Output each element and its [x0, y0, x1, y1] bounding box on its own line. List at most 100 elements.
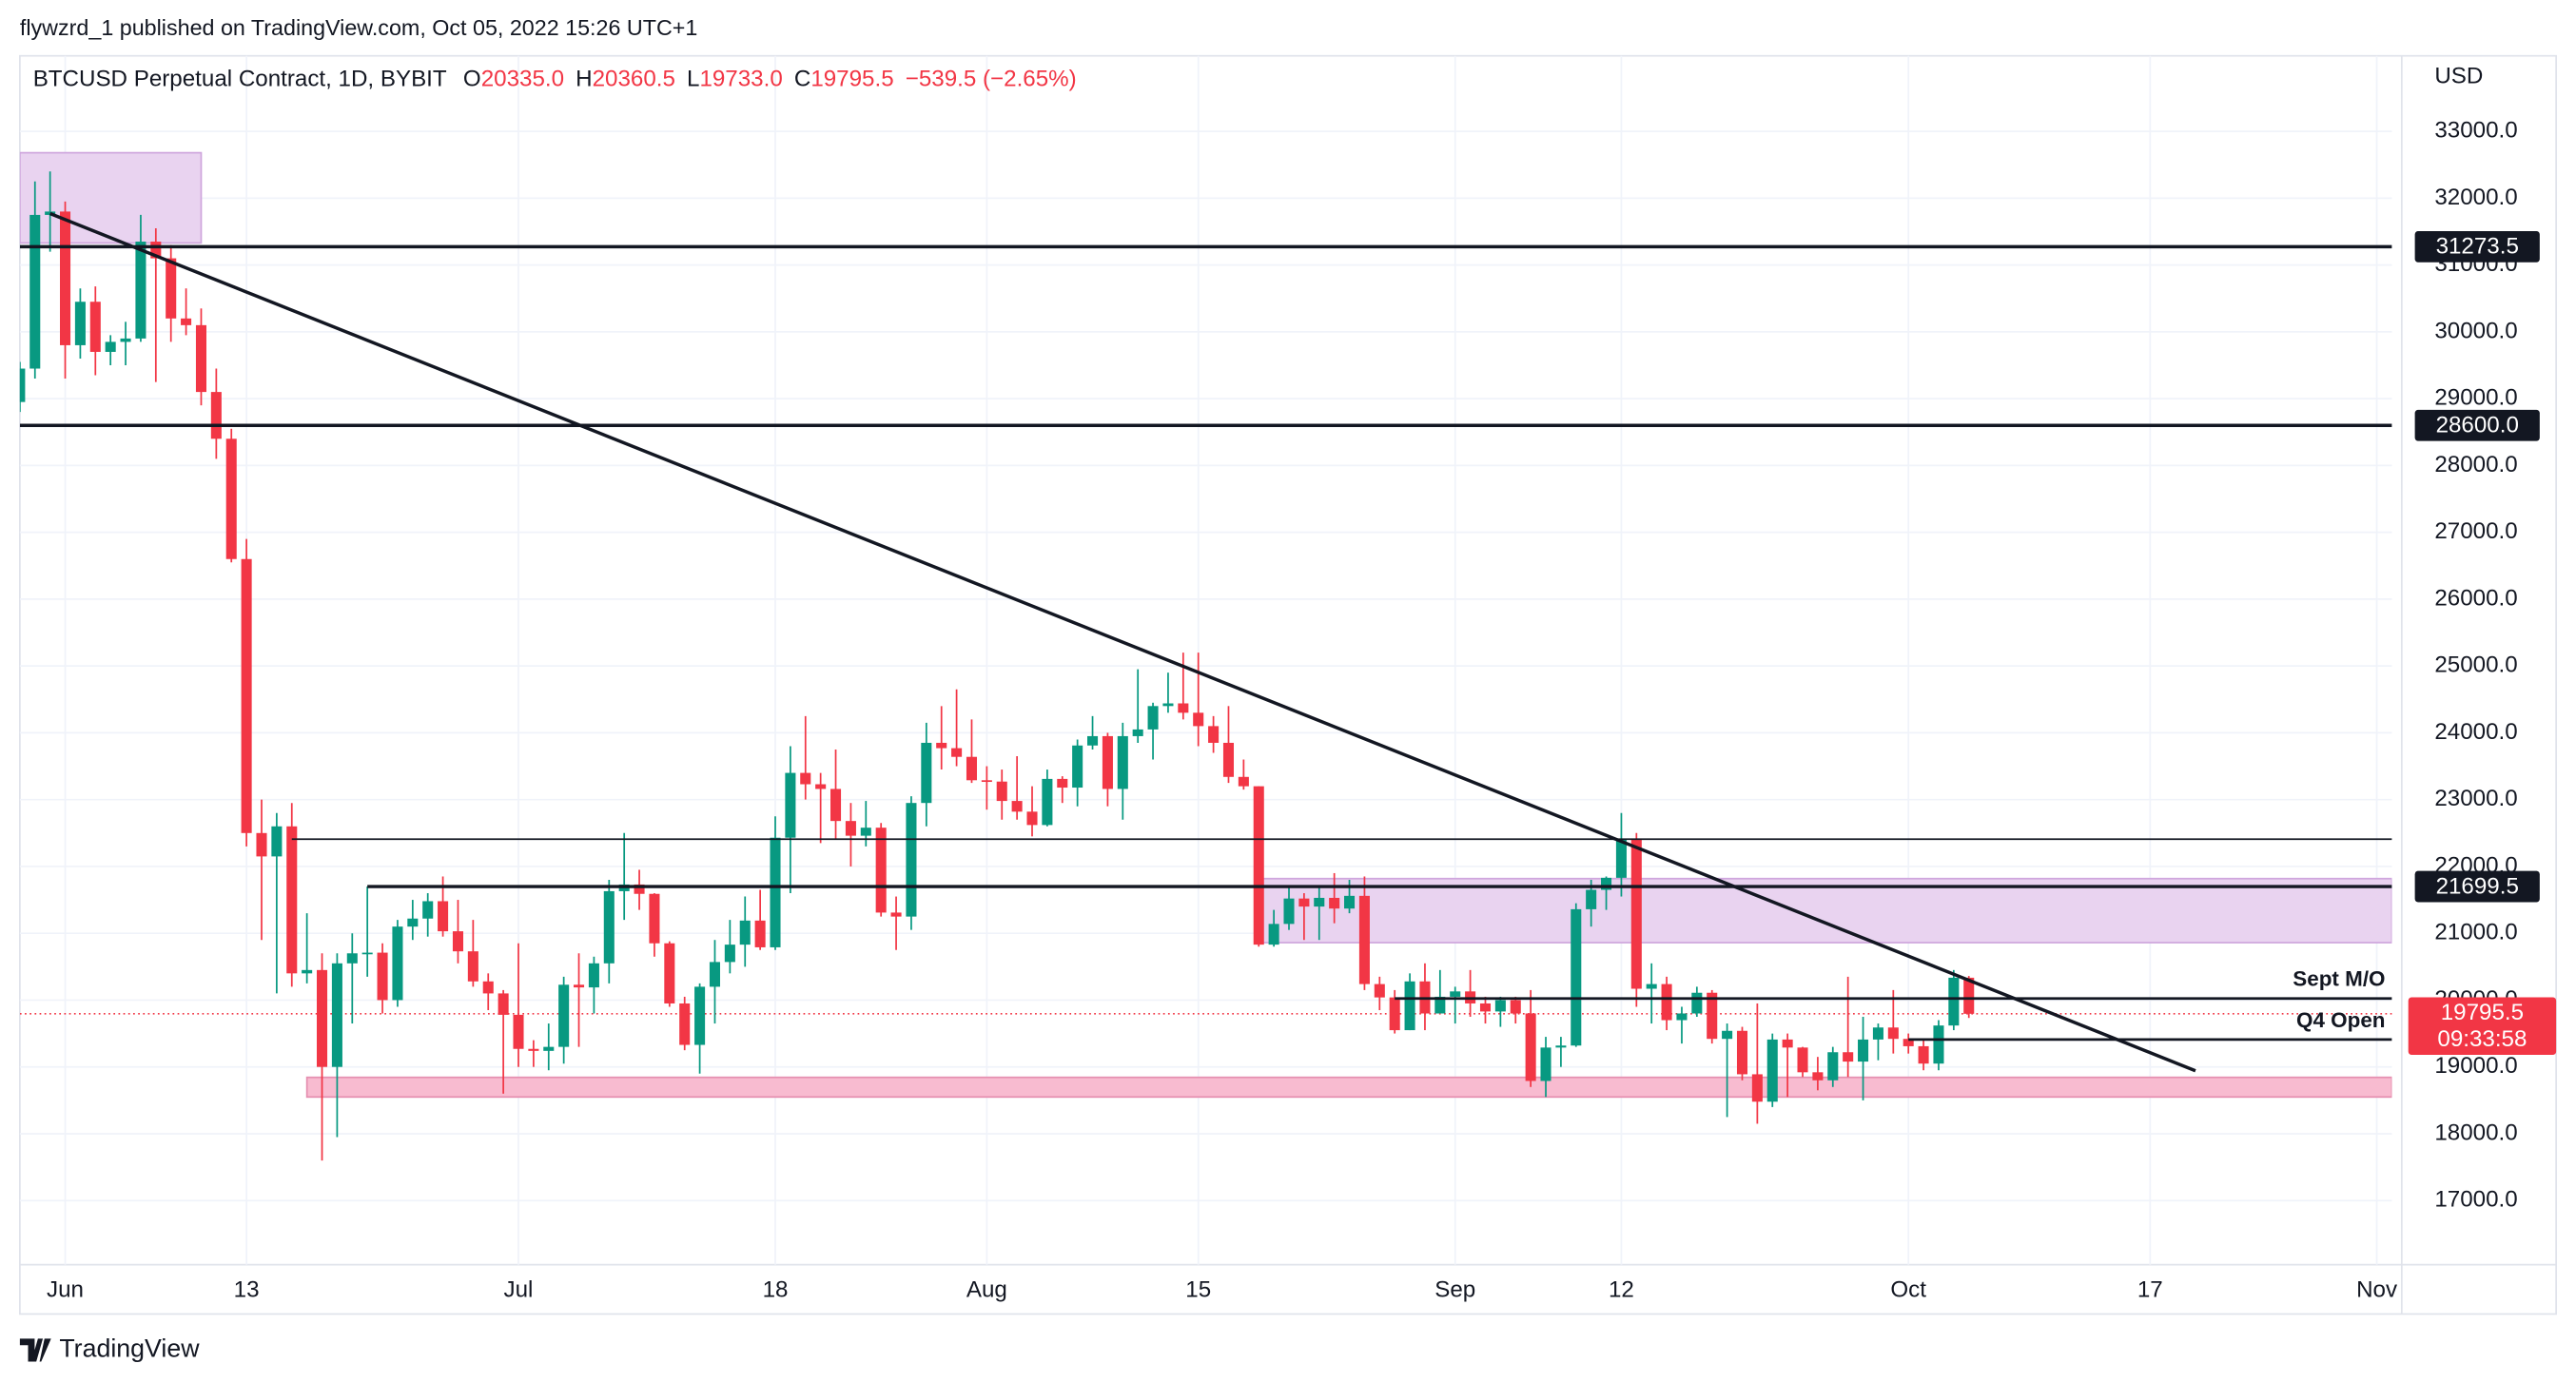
candle-body — [1872, 1027, 1883, 1040]
candle-body — [195, 324, 206, 393]
candle-body — [1042, 778, 1053, 826]
candle-body — [1525, 1013, 1536, 1081]
countdown-label: 09:33:58 — [2437, 1026, 2527, 1052]
x-tick-label: Sep — [1434, 1277, 1475, 1303]
x-tick-label: Oct — [1890, 1277, 1926, 1303]
candle-body — [815, 784, 827, 789]
zone — [19, 151, 203, 244]
candle-body — [1601, 877, 1612, 890]
candle-body — [422, 901, 434, 919]
candle-body — [225, 438, 237, 559]
candle-body — [1736, 1030, 1748, 1075]
candle-body — [921, 742, 932, 804]
candle-body — [1691, 992, 1703, 1014]
candle-body — [407, 918, 419, 927]
candle-body — [150, 242, 162, 259]
candle-body — [1132, 729, 1143, 736]
y-tick-label: 25000.0 — [2434, 653, 2517, 678]
candle-body — [1676, 1013, 1688, 1021]
symbol-legend: BTCUSD Perpetual Contract, 1D, BYBIT O203… — [33, 67, 1077, 92]
candle-body — [875, 828, 887, 913]
candle-body — [1630, 839, 1642, 989]
publish-header: flywzrd_1 published on TradingView.com, … — [20, 15, 697, 40]
candle-body — [210, 392, 222, 439]
candle-body — [392, 926, 403, 1001]
y-tick-label: 32000.0 — [2434, 185, 2517, 210]
candle-body — [528, 1048, 539, 1051]
candle-body — [1933, 1025, 1944, 1064]
y-tick-label: 17000.0 — [2434, 1187, 2517, 1213]
candle-body — [1222, 742, 1235, 777]
logo-icon — [19, 1338, 51, 1362]
price-tag-label: 28600.0 — [2436, 412, 2519, 438]
candle-body — [1102, 735, 1113, 789]
candle-body — [498, 993, 509, 1015]
candle-body — [1827, 1052, 1839, 1081]
candle-body — [996, 781, 1007, 802]
legend-key: C — [794, 67, 810, 92]
candle-body — [1479, 1003, 1492, 1012]
candle-body — [936, 742, 947, 749]
price-tag-label: 31273.5 — [2436, 234, 2519, 260]
candle-body — [1918, 1045, 1929, 1064]
candle-body — [513, 1014, 524, 1049]
candle-body — [1117, 735, 1128, 789]
candle-body — [1147, 706, 1159, 730]
candle-body — [1358, 895, 1370, 984]
candle-body — [1948, 977, 1960, 1026]
price-tag — [2414, 409, 2540, 441]
legend-change: −539.5 (−2.65%) — [906, 67, 1077, 92]
y-tick-label: 29000.0 — [2434, 385, 2517, 411]
candle-body — [1283, 898, 1295, 925]
y-tick-label: 19000.0 — [2434, 1053, 2517, 1079]
candle-body — [1843, 1052, 1854, 1062]
candle-body — [45, 211, 56, 215]
brand-name: TradingView — [59, 1334, 200, 1363]
last-price-tag — [2408, 997, 2557, 1055]
candle-body — [1253, 786, 1264, 945]
candle-body — [346, 953, 358, 964]
candle-body — [1072, 745, 1083, 789]
candle-body — [785, 772, 796, 838]
candle-body — [1298, 898, 1310, 907]
candle-body — [271, 826, 283, 857]
candle-body — [438, 901, 449, 932]
x-tick-label: Jun — [47, 1277, 84, 1303]
candle-body — [558, 984, 570, 1047]
y-tick-label: 28000.0 — [2434, 452, 2517, 477]
candle-body — [1797, 1047, 1808, 1073]
candle-body — [830, 789, 842, 822]
candle-body — [256, 832, 267, 857]
candle-body — [588, 963, 599, 988]
legend-value: 19795.5 — [810, 67, 893, 92]
trendline — [49, 211, 2196, 1073]
candle-body — [543, 1046, 555, 1051]
candle-body — [89, 302, 101, 352]
candle-body — [120, 338, 131, 342]
y-tick-label: 33000.0 — [2434, 117, 2517, 143]
candle-body — [649, 893, 660, 944]
candle-body — [860, 828, 871, 836]
y-tick-label: 21000.0 — [2434, 920, 2517, 945]
candle-body — [1812, 1072, 1824, 1081]
candle-body — [951, 748, 963, 757]
price-tag — [2414, 870, 2540, 903]
candle-body — [1450, 991, 1461, 997]
candle-body — [1646, 984, 1657, 989]
y-tick-label: 26000.0 — [2434, 585, 2517, 611]
candle-body — [890, 912, 902, 917]
x-tick-label: 15 — [1185, 1277, 1211, 1303]
candle-body — [1026, 811, 1038, 826]
candle-body — [1782, 1039, 1793, 1048]
brand-logo: TradingView — [19, 1334, 200, 1363]
candle-body — [1903, 1039, 1914, 1046]
legend-symbol: BTCUSD Perpetual Contract, 1D, BYBIT — [33, 67, 447, 92]
candle-body — [603, 890, 615, 964]
x-tick-label: Jul — [504, 1277, 534, 1303]
x-tick-label: Nov — [2356, 1277, 2397, 1303]
y-tick-label: 24000.0 — [2434, 719, 2517, 745]
candle-body — [966, 756, 978, 781]
candle-body — [800, 772, 811, 785]
zone — [305, 1076, 2392, 1099]
